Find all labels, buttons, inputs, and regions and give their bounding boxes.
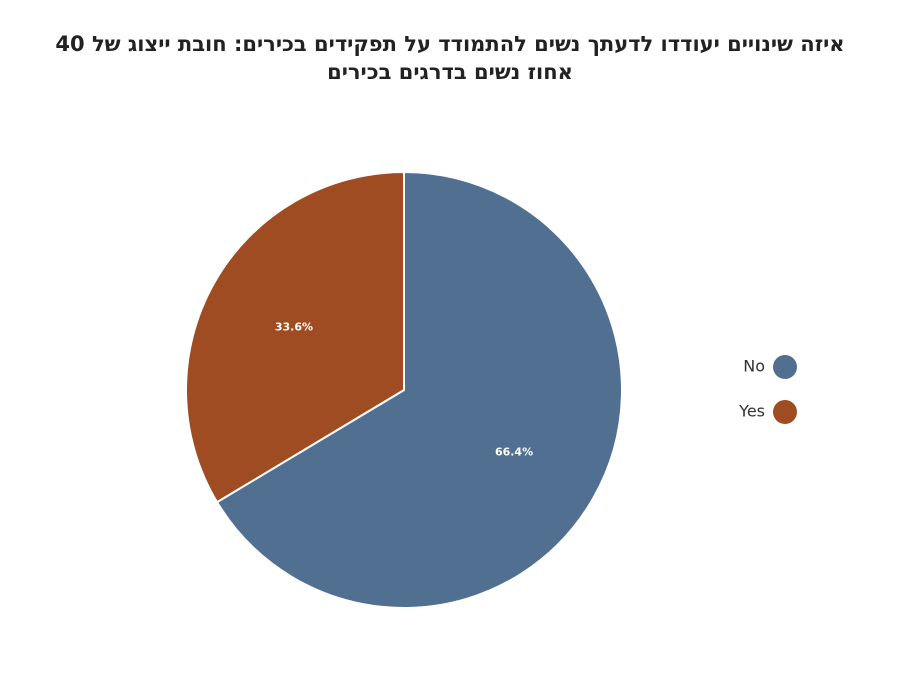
- slice-label-yes: 33.6%: [275, 321, 313, 334]
- legend-swatch-yes: [773, 400, 797, 424]
- chart-title-line-2: אחוז נשים בדרגים בכירים: [327, 60, 573, 84]
- pie-slice-labels: 66.4% 33.6%: [275, 321, 533, 459]
- legend: No Yes: [738, 355, 797, 424]
- pie-slice-no: [215, 170, 623, 609]
- chart-title-line-1: איזה שינויים יעודדו לדעתך נשים להתמודד ע…: [55, 32, 845, 56]
- slice-label-no: 66.4%: [495, 445, 533, 458]
- legend-label-yes: Yes: [738, 402, 765, 421]
- pie-slice-yes: [185, 170, 405, 504]
- chart-title: איזה שינויים יעודדו לדעתך נשים להתמודד ע…: [20, 30, 880, 86]
- legend-label-no: No: [743, 357, 765, 376]
- legend-swatch-no: [773, 355, 797, 379]
- pie-slices: [185, 170, 623, 609]
